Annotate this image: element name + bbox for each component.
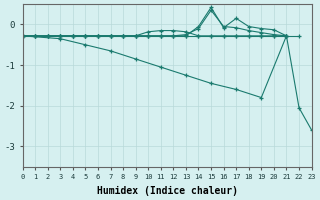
X-axis label: Humidex (Indice chaleur): Humidex (Indice chaleur): [97, 186, 237, 196]
